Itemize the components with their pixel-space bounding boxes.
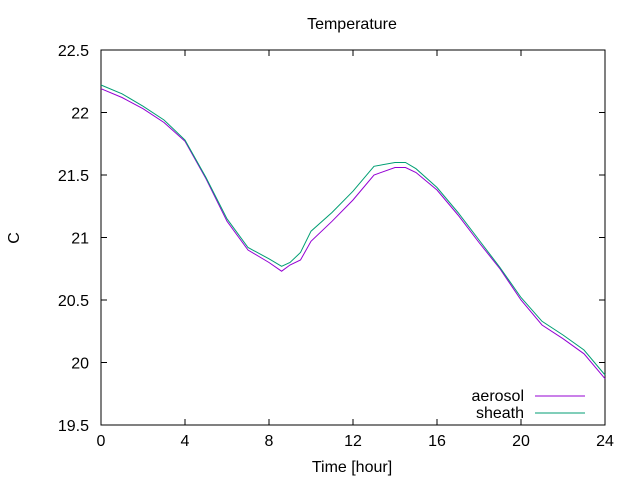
y-axis-label: C (6, 232, 23, 244)
x-tick-label: 16 (428, 433, 446, 450)
y-tick-label: 19.5 (58, 418, 89, 435)
x-tick-label: 0 (97, 433, 106, 450)
x-tick-label: 12 (344, 433, 362, 450)
legend-label: sheath (476, 405, 524, 422)
legend-label: aerosol (472, 388, 524, 405)
y-tick-label: 20 (71, 356, 89, 373)
y-tick-label: 20.5 (58, 293, 89, 310)
series-line-aerosol (100, 88, 606, 380)
y-tick-label: 22.5 (58, 43, 89, 60)
plot-frame (100, 49, 606, 426)
series-lines (100, 84, 606, 380)
x-axis-label: Time [hour] (312, 459, 392, 476)
y-tick-label: 21.5 (58, 168, 89, 185)
axis-ticks (100, 49, 606, 426)
y-tick-label: 21 (71, 231, 89, 248)
chart-title: Temperature (307, 16, 397, 33)
x-tick-label: 24 (596, 433, 614, 450)
x-tick-label: 20 (512, 433, 530, 450)
series-line-sheath (100, 84, 606, 376)
y-tick-label: 22 (71, 106, 89, 123)
x-tick-label: 4 (181, 433, 190, 450)
x-tick-label: 8 (265, 433, 274, 450)
axis-tick-labels: 0 4 8 12 16 20 24 19.5 20 20.5 21 21.5 22 22.5 (58, 43, 614, 450)
